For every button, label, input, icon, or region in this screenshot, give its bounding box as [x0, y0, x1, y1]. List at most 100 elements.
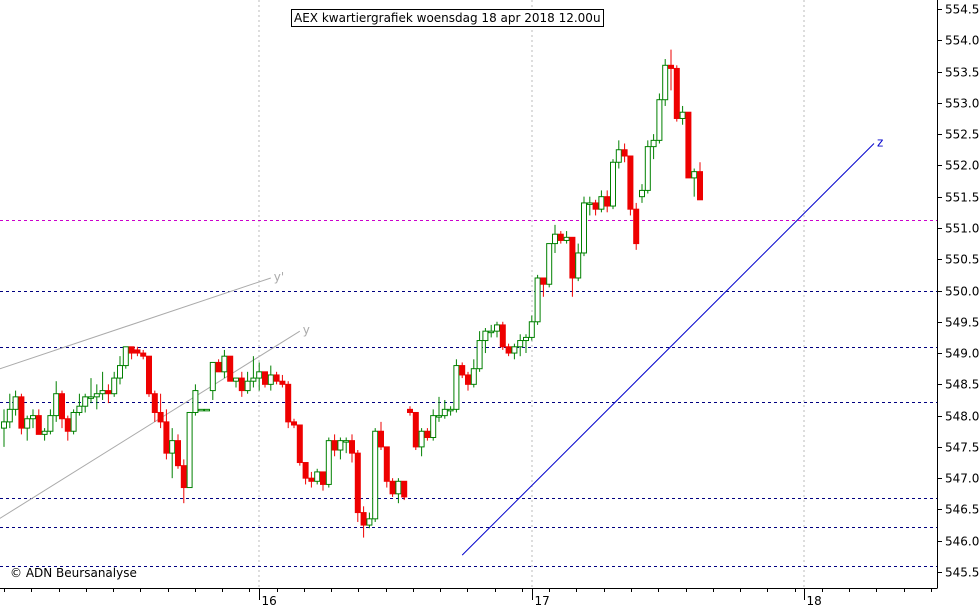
y-tick-label: 546.5 [945, 503, 979, 517]
candle-body [697, 171, 703, 201]
candle-body [273, 374, 280, 382]
candle-body [615, 149, 622, 163]
candle-body [1, 421, 7, 429]
candle-body [436, 415, 442, 418]
candle-body [244, 380, 251, 392]
candle-body [418, 430, 425, 448]
candle-body [586, 202, 593, 205]
y-tick-label: 547.0 [945, 472, 979, 486]
candle-body [267, 374, 274, 385]
candle-body [621, 149, 628, 157]
candle-body [482, 330, 489, 342]
candle-body [610, 161, 616, 207]
y-tick-label: 547.5 [945, 441, 979, 455]
candle-body [76, 405, 83, 413]
candle-body [262, 371, 268, 385]
candle-body [691, 171, 698, 179]
chart-grid [258, 0, 805, 588]
y-tick-label: 554.0 [945, 34, 979, 48]
candle-body [395, 480, 402, 495]
candle-body [499, 324, 506, 348]
x-day-label: 18 [807, 594, 822, 608]
candle-body [401, 480, 408, 498]
candle-body [407, 408, 413, 413]
y-tick-label: 550.5 [945, 253, 979, 267]
candle-body [186, 411, 193, 489]
trendline [0, 330, 301, 519]
candle-body [64, 418, 71, 432]
candle-body [494, 324, 500, 332]
candle-body [685, 111, 692, 179]
x-day-label: 17 [535, 594, 550, 608]
trendline-label: y' [274, 270, 284, 284]
candle-body [441, 408, 448, 417]
candle-body [47, 415, 54, 432]
candle-body [343, 440, 350, 443]
candle-body [325, 440, 332, 485]
candle-body [221, 355, 228, 373]
candle-body [523, 336, 529, 342]
candle-body [105, 390, 112, 395]
candle-body [592, 202, 599, 210]
candle-body [412, 411, 419, 448]
candle-body [279, 380, 286, 385]
candle-body [389, 480, 396, 495]
trendline-label: y [303, 323, 310, 337]
candle-body [552, 233, 558, 245]
candle-body [140, 352, 147, 357]
candle-body [296, 424, 303, 464]
candle-body [134, 349, 141, 354]
candlesticks [1, 49, 703, 538]
y-tick-label: 551.0 [945, 222, 979, 236]
candle-body [215, 361, 222, 373]
copyright-credit: © ADN Beursanalyse [10, 566, 137, 580]
y-tick-label: 552.0 [945, 159, 979, 173]
candle-body [581, 202, 587, 254]
candle-body [517, 340, 524, 348]
candle-body [540, 277, 547, 285]
y-tick-label: 548.0 [945, 410, 979, 424]
candle-body [604, 196, 611, 207]
candle-body [673, 67, 680, 119]
candle-body [354, 452, 361, 514]
candle-body [378, 430, 384, 448]
candle-body [337, 440, 344, 451]
candle-body [163, 421, 170, 454]
candle-body [633, 208, 640, 245]
candle-body [99, 390, 106, 395]
y-tick-label: 552.5 [945, 128, 979, 142]
y-tick-label: 549.0 [945, 347, 979, 361]
candle-body [227, 355, 234, 382]
candle-body [209, 361, 216, 392]
candle-body [198, 408, 205, 412]
candle-body [627, 155, 634, 210]
candle-body [256, 371, 263, 379]
y-tick-label: 551.5 [945, 191, 979, 205]
y-tick-label: 553.0 [945, 97, 979, 111]
candle-body [314, 471, 321, 482]
trendline [461, 143, 875, 556]
candle-body [668, 64, 674, 69]
candle-body [557, 233, 564, 241]
chart-title: AEX kwartiergrafiek woensdag 18 apr 2018… [291, 9, 604, 27]
candle-body [18, 396, 25, 429]
candle-body [180, 465, 187, 489]
candle-body [35, 415, 42, 435]
candle-body [308, 477, 315, 482]
candle-body [204, 408, 210, 412]
candle-body [53, 393, 60, 417]
candle-body [349, 440, 355, 454]
candle-body [662, 64, 669, 101]
candle-body [453, 365, 460, 410]
candle-body [372, 430, 379, 520]
candle-body [70, 411, 77, 432]
x-day-label: 16 [262, 594, 277, 608]
candle-body [511, 346, 518, 354]
candle-body [575, 252, 582, 279]
candle-body [285, 383, 292, 423]
y-tick-label: 553.5 [945, 66, 979, 80]
candle-body [88, 396, 94, 399]
candle-body [192, 390, 199, 413]
y-tick-label: 550.0 [945, 285, 979, 299]
